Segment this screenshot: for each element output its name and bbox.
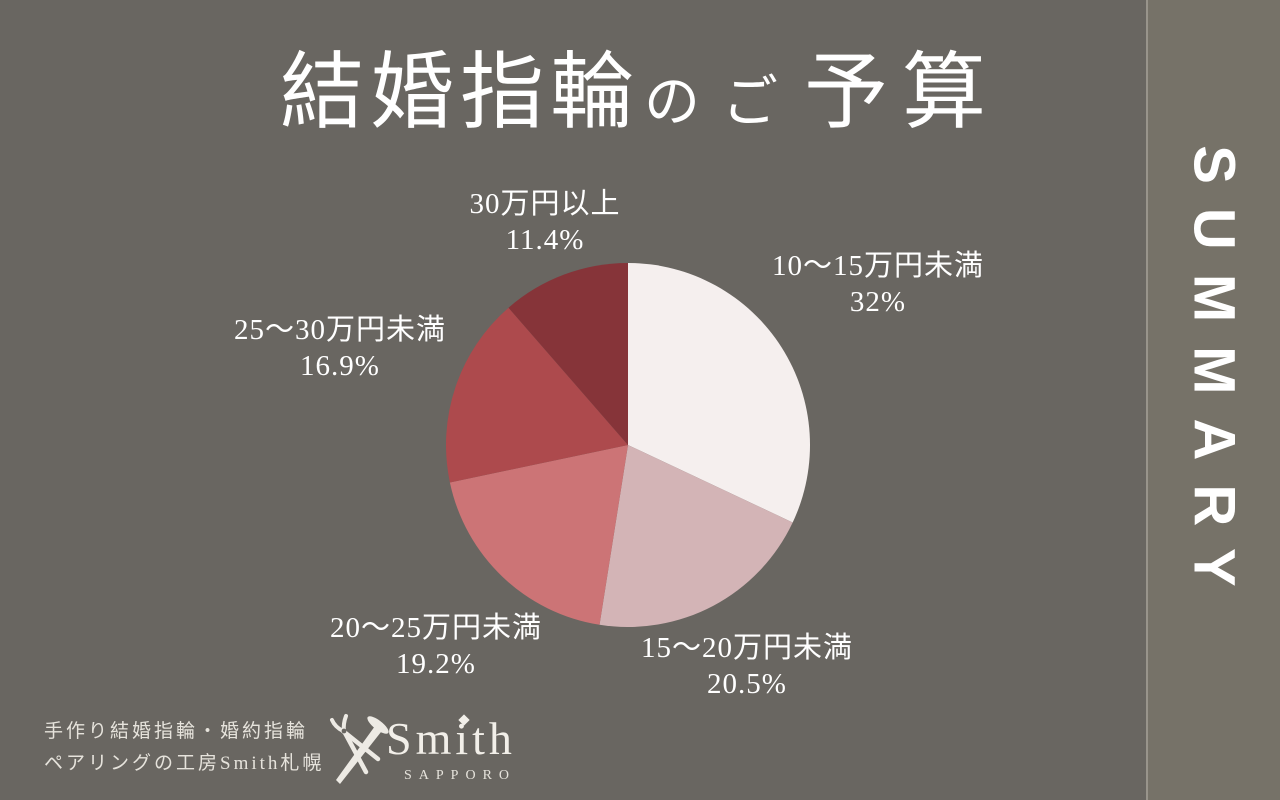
slice-label-text: 25〜30万円未満 — [233, 314, 447, 346]
slice-label-text: 20〜25万円未満 — [329, 612, 543, 644]
smith-logo: Smith SAPPORO — [320, 708, 540, 792]
footer-tagline-line1: 手作り結婚指輪・婚約指輪 — [44, 721, 309, 742]
slice-label-over-30: 30万円以上 11.4% — [469, 186, 620, 258]
pie-chart — [446, 263, 810, 627]
footer-tagline: 手作り結婚指輪・婚約指輪 ペアリングの工房Smith札幌 — [44, 716, 324, 780]
pie-slice — [508, 263, 628, 445]
slice-label-20-25: 20〜25万円未満 19.2% — [330, 610, 542, 682]
slice-label-pct: 32% — [849, 286, 907, 318]
smith-logo-subtitle: SAPPORO — [404, 768, 517, 783]
title-kana-go: ご — [722, 72, 778, 134]
slice-label-25-30: 25〜30万円未満 16.9% — [234, 312, 446, 384]
title-kana-no: の — [644, 72, 700, 134]
slice-label-pct: 16.9% — [300, 350, 380, 382]
page-title: 結婚指輪のご予算 — [280, 44, 1000, 145]
summary-sidebar: SUMMARY — [1146, 0, 1280, 800]
slice-label-pct: 19.2% — [396, 648, 476, 680]
pie-slice — [599, 445, 793, 627]
pie-slice — [446, 307, 628, 483]
slice-label-text: 15〜20万円未満 — [640, 632, 854, 664]
slice-label-pct: 11.4% — [505, 224, 585, 256]
pie-slice — [628, 263, 810, 523]
slice-label-10-15: 10〜15万円未満 32% — [772, 248, 984, 320]
smith-logo-wordmark: Smith — [386, 713, 516, 764]
title-kanji-main: 結婚指輪 — [279, 47, 640, 140]
pie-slice — [449, 445, 628, 625]
slice-label-text: 30万円以上 — [469, 188, 621, 220]
crossed-tools-icon — [330, 714, 389, 784]
slice-label-pct: 20.5% — [707, 668, 787, 700]
summary-vertical-label: SUMMARY — [1181, 145, 1247, 611]
slice-label-text: 10〜15万円未満 — [771, 250, 985, 282]
slice-label-15-20: 15〜20万円未満 20.5% — [641, 630, 853, 702]
footer-tagline-line2: ペアリングの工房Smith札幌 — [44, 753, 325, 774]
title-kanji-budget: 予算 — [804, 47, 1001, 140]
